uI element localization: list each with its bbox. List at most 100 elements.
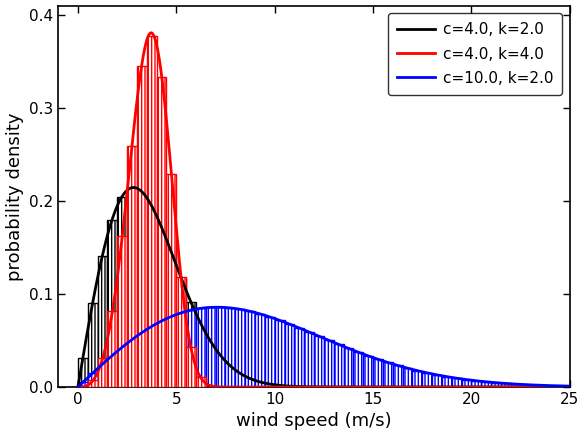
c=10.0, k=2.0 — [99, 361, 106, 366]
Bar — [304, 332, 314, 387]
Bar — [98, 358, 108, 387]
c=4.0, k=2.0 — [552, 385, 559, 390]
Bar — [206, 307, 216, 387]
Y-axis label: probability density: probability density — [5, 112, 23, 280]
c=4.0, k=2.0 — [301, 384, 308, 389]
Bar — [294, 328, 304, 387]
Bar — [186, 310, 196, 387]
Bar — [196, 377, 206, 387]
Bar — [108, 311, 117, 387]
c=4.0, k=2.0 — [552, 385, 559, 390]
c=4.0, k=4.0 — [99, 354, 106, 360]
c=10.0, k=2.0 — [566, 384, 573, 389]
Bar — [167, 174, 176, 387]
Bar — [383, 362, 393, 387]
Bar — [314, 336, 324, 387]
Bar — [108, 355, 117, 387]
Bar — [442, 377, 452, 387]
Bar — [157, 227, 167, 387]
Bar — [216, 307, 225, 387]
Bar — [206, 341, 216, 387]
c=4.0, k=2.0 — [566, 385, 573, 390]
c=10.0, k=2.0 — [552, 383, 559, 388]
Bar — [333, 344, 343, 387]
Bar — [88, 303, 98, 387]
Bar — [255, 314, 265, 387]
Bar — [137, 66, 147, 387]
Bar — [108, 219, 117, 387]
c=10.0, k=2.0 — [552, 383, 559, 388]
Bar — [216, 355, 225, 387]
Bar — [88, 373, 98, 387]
Bar — [147, 327, 157, 387]
X-axis label: wind speed (m/s): wind speed (m/s) — [236, 412, 392, 430]
Bar — [275, 320, 284, 387]
Bar — [98, 364, 108, 387]
c=4.0, k=4.0 — [552, 385, 559, 390]
c=10.0, k=2.0 — [462, 377, 469, 382]
c=4.0, k=4.0 — [74, 385, 81, 390]
Bar — [343, 348, 353, 387]
Bar — [412, 371, 422, 387]
Bar — [225, 366, 235, 387]
Bar — [78, 382, 88, 387]
Bar — [373, 359, 383, 387]
Bar — [225, 308, 235, 387]
Bar — [137, 333, 147, 387]
Bar — [147, 206, 157, 387]
Bar — [284, 324, 294, 387]
c=4.0, k=2.0 — [74, 385, 81, 390]
Bar — [432, 375, 442, 387]
Line: c=4.0, k=2.0: c=4.0, k=2.0 — [78, 187, 570, 387]
Line: c=4.0, k=4.0: c=4.0, k=4.0 — [78, 33, 570, 387]
Bar — [117, 236, 127, 387]
Bar — [88, 380, 98, 387]
Bar — [196, 324, 206, 387]
c=10.0, k=2.0 — [314, 333, 321, 338]
Bar — [324, 341, 333, 387]
c=4.0, k=2.0 — [462, 385, 469, 390]
Bar — [98, 255, 108, 387]
Bar — [157, 78, 167, 387]
c=4.0, k=4.0 — [148, 30, 155, 35]
c=4.0, k=4.0 — [301, 385, 308, 390]
Bar — [491, 383, 501, 387]
Bar — [167, 252, 176, 387]
Bar — [157, 321, 167, 387]
c=4.0, k=2.0 — [130, 185, 137, 190]
Bar — [481, 382, 491, 387]
Bar — [452, 378, 462, 387]
Bar — [176, 278, 186, 387]
c=4.0, k=4.0 — [462, 385, 469, 390]
Bar — [127, 188, 137, 387]
Bar — [501, 383, 511, 387]
Bar — [363, 356, 373, 387]
Bar — [511, 384, 521, 387]
Line: c=10.0, k=2.0: c=10.0, k=2.0 — [78, 307, 570, 387]
Bar — [422, 373, 432, 387]
Bar — [265, 317, 275, 387]
Bar — [117, 347, 127, 387]
Bar — [117, 197, 127, 387]
Bar — [196, 308, 206, 387]
Bar — [393, 365, 402, 387]
Bar — [78, 358, 88, 387]
c=4.0, k=4.0 — [552, 385, 559, 390]
c=10.0, k=2.0 — [214, 305, 221, 310]
c=4.0, k=4.0 — [566, 385, 573, 390]
Bar — [127, 340, 137, 387]
Bar — [245, 311, 255, 387]
Bar — [176, 313, 186, 387]
Bar — [353, 352, 363, 387]
Bar — [167, 317, 176, 387]
Bar — [472, 381, 481, 387]
Bar — [137, 192, 147, 387]
Legend: c=4.0, k=2.0, c=4.0, k=4.0, c=10.0, k=2.0: c=4.0, k=2.0, c=4.0, k=4.0, c=10.0, k=2.… — [387, 13, 562, 95]
Bar — [186, 347, 196, 387]
Bar — [127, 146, 137, 387]
Bar — [235, 309, 245, 387]
Bar — [147, 36, 157, 387]
Bar — [462, 380, 472, 387]
c=4.0, k=2.0 — [99, 250, 106, 255]
c=10.0, k=2.0 — [74, 385, 81, 390]
